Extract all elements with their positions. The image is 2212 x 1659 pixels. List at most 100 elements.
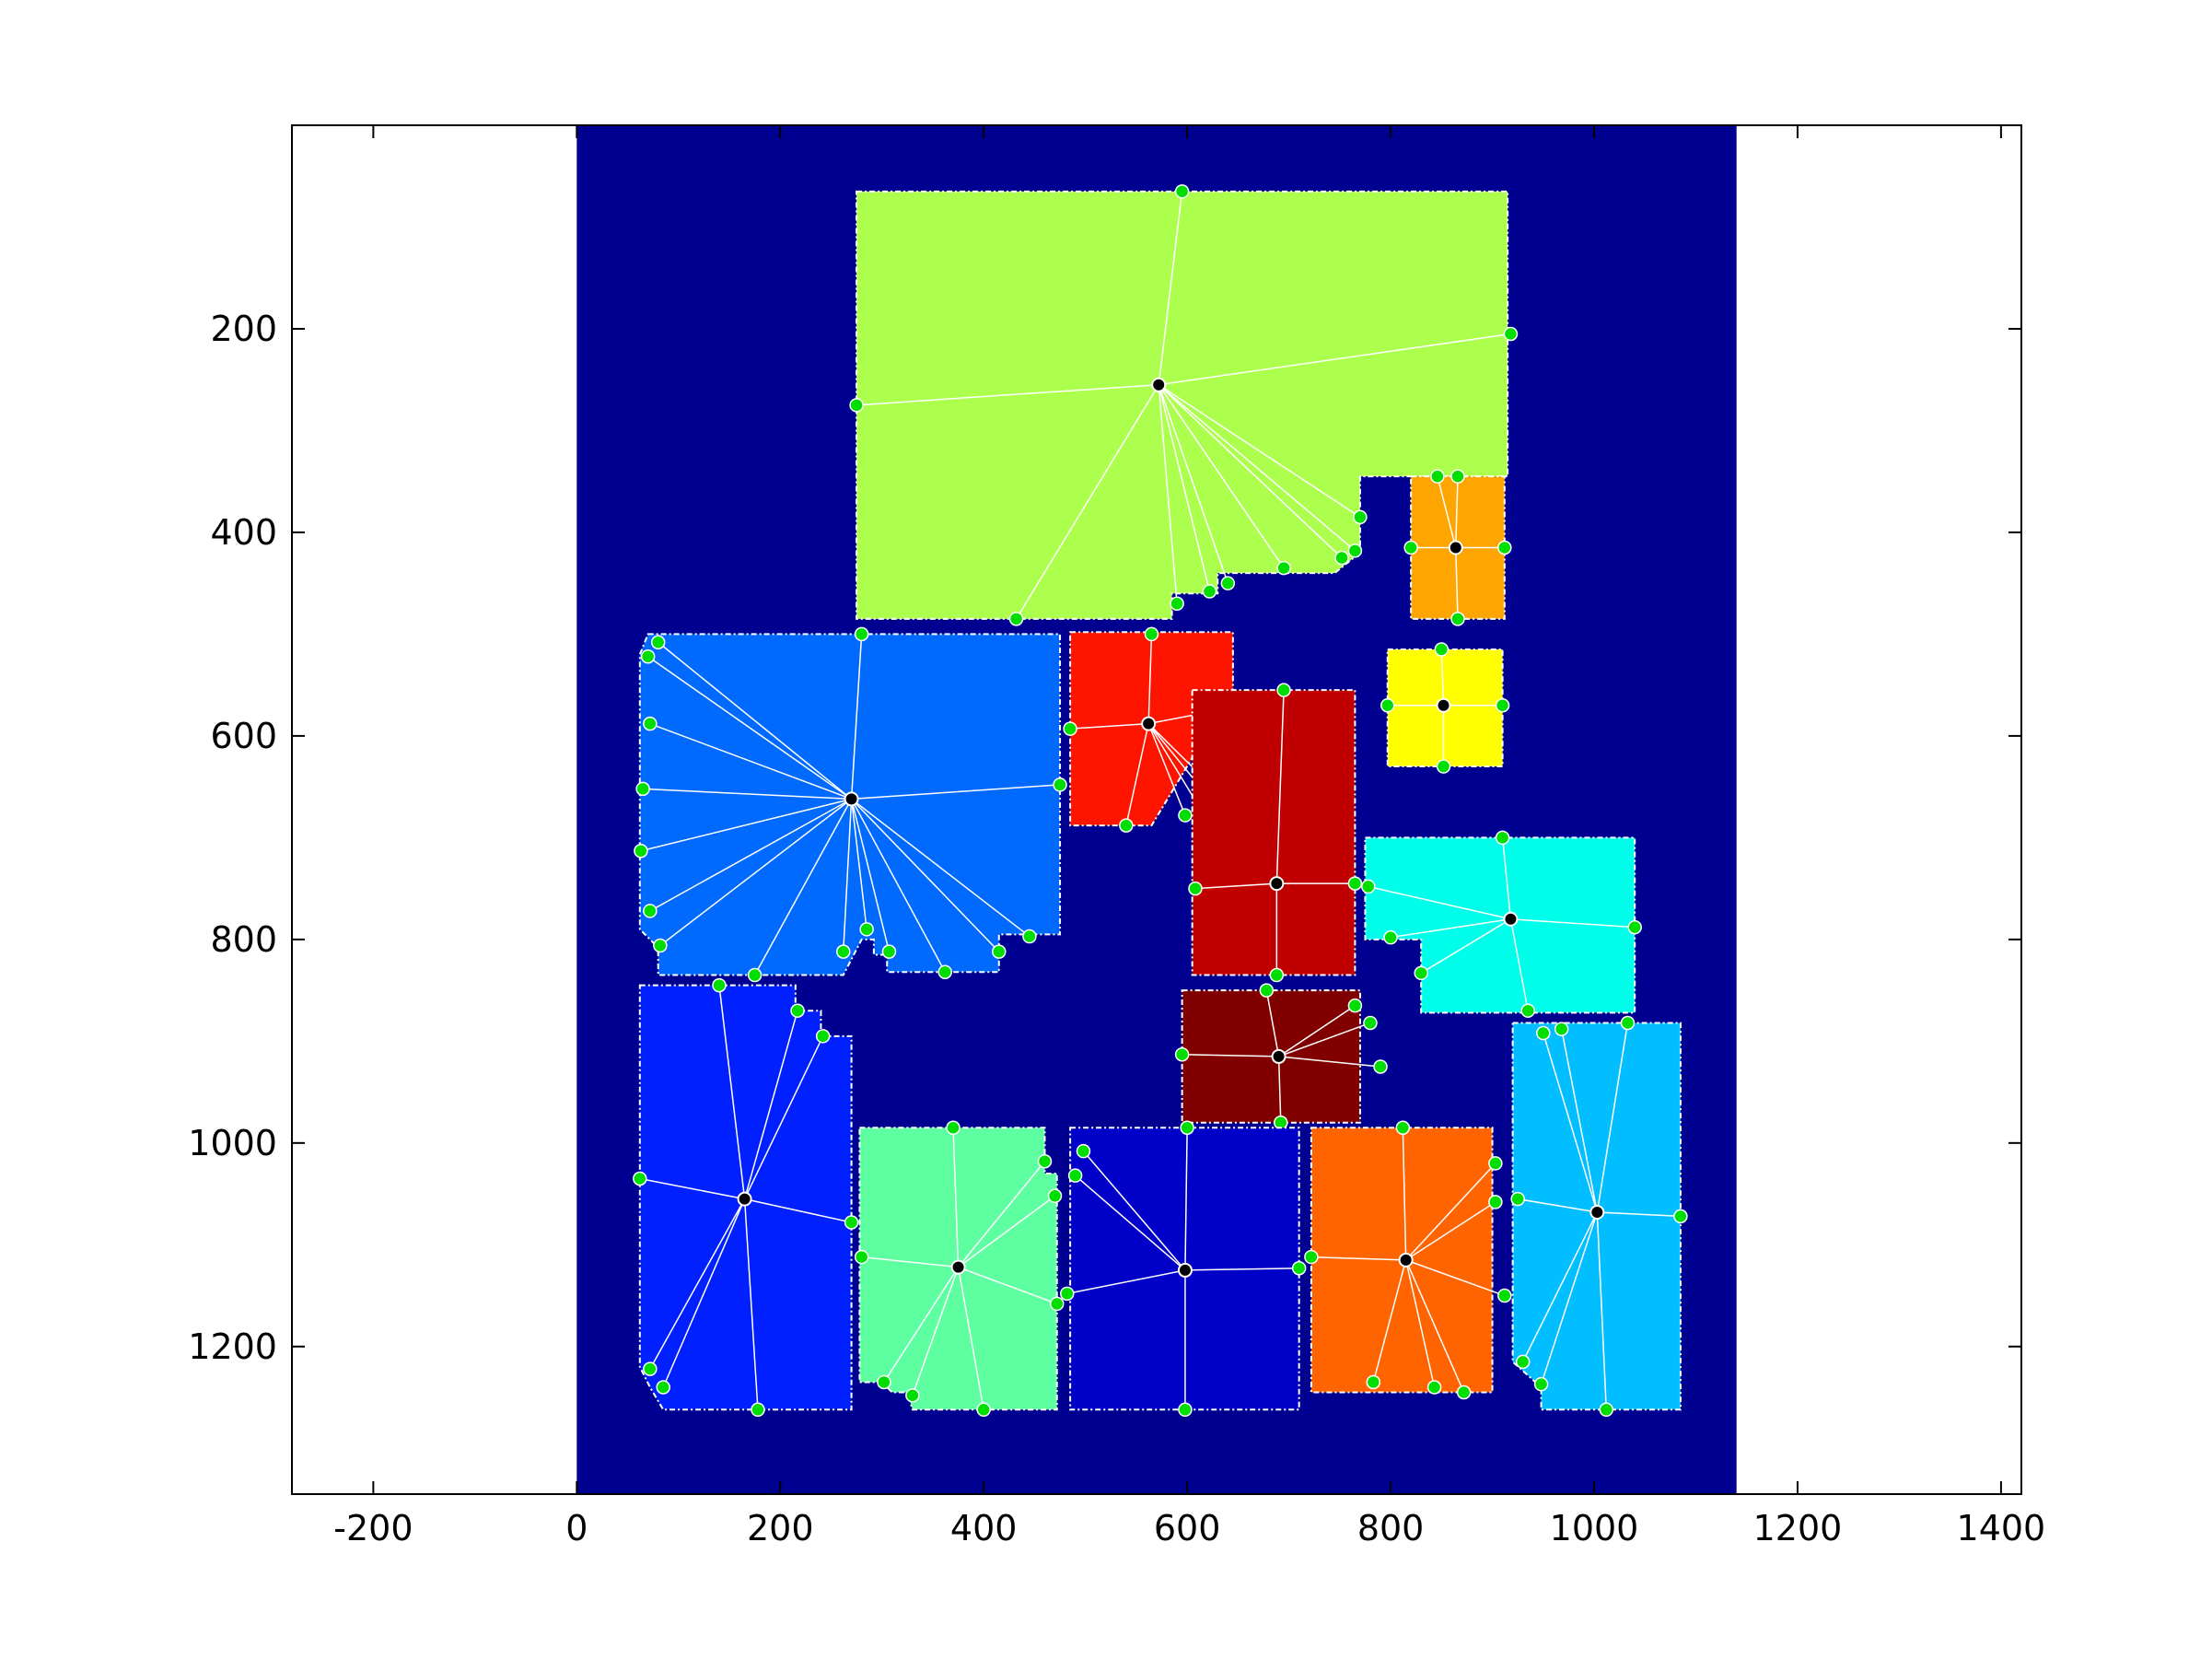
spoke-line [640, 798, 852, 852]
x-tick-label: 1000 [1550, 1508, 1639, 1548]
spoke-line [1368, 885, 1511, 920]
x-tick-label: -200 [333, 1508, 413, 1548]
boundary-point [1488, 1195, 1503, 1209]
spoke-line [1194, 882, 1277, 890]
spoke-line [1522, 1211, 1599, 1362]
boundary-point [937, 964, 952, 979]
spoke-line [850, 634, 863, 800]
centroid-point [1141, 716, 1157, 731]
spoke-line [743, 1198, 759, 1410]
x-tick-label: 600 [1154, 1508, 1221, 1548]
spoke-line [1070, 722, 1149, 730]
region-boundary [856, 190, 1509, 620]
boundary-point [976, 1402, 991, 1418]
spoke-line [850, 799, 891, 952]
spoke-line [1560, 1028, 1599, 1213]
spoke-line [649, 1198, 746, 1370]
x-tick-label: 800 [1357, 1508, 1425, 1548]
spoke-line [958, 1161, 1046, 1268]
spoke-line [883, 1267, 960, 1383]
boundary-point [1269, 967, 1285, 983]
boundary-point [1383, 929, 1398, 945]
boundary-point [1347, 543, 1363, 558]
boundary-point [1220, 576, 1236, 590]
boundary-point [1515, 1354, 1531, 1370]
boundary-point [1180, 1120, 1194, 1136]
spoke-line [1277, 1056, 1282, 1123]
boundary-point [656, 1380, 670, 1395]
spoke-line [1518, 1198, 1598, 1213]
boundary-point [1060, 1286, 1075, 1302]
spoke-line [1372, 1259, 1407, 1383]
boundary-point [859, 922, 874, 937]
centroid-point [737, 1191, 752, 1207]
boundary-point [881, 944, 897, 959]
spoke-line [1158, 384, 1229, 584]
spoke-line [1278, 1005, 1356, 1057]
boundary-point [1188, 881, 1203, 896]
spoke-line [1158, 384, 1211, 592]
boundary-point [643, 716, 658, 731]
boundary-point [634, 843, 648, 859]
centroid-point [1436, 697, 1451, 713]
spoke-line [1596, 1022, 1629, 1213]
boundary-point [1627, 919, 1642, 935]
boundary-point [1361, 879, 1376, 894]
region-darkred [1188, 683, 1363, 983]
boundary-point [1426, 1380, 1442, 1395]
centroid-point [1503, 911, 1519, 927]
region-boundary [1410, 475, 1506, 620]
spoke-line [1158, 384, 1361, 518]
boundary-point [1536, 1025, 1551, 1041]
spoke-line [744, 1198, 852, 1223]
spoke-line [1455, 547, 1459, 619]
boundary-point [849, 398, 864, 413]
boundary-point [1047, 1188, 1063, 1204]
spoke-line [659, 798, 853, 947]
boundary-point [1353, 509, 1368, 525]
spoke-line [851, 784, 1061, 800]
boundary-point [1554, 1022, 1569, 1036]
boundary-point [1347, 998, 1363, 1013]
region-blue [633, 977, 859, 1418]
spoke-line [649, 722, 852, 800]
spoke-line [1405, 1162, 1496, 1261]
region-boundary [1181, 989, 1361, 1124]
spoke-line [1158, 384, 1356, 552]
boundary-point [1450, 612, 1465, 626]
boundary-point [1174, 184, 1190, 199]
boundary-point [1403, 540, 1418, 555]
spoke-line [850, 799, 946, 973]
boundary-point [1450, 469, 1465, 484]
boundary-point [1373, 1059, 1388, 1074]
spoke-line [1147, 634, 1153, 724]
x-tick-label: 0 [565, 1508, 588, 1548]
boundary-point [1414, 965, 1428, 981]
spoke-line [1158, 333, 1511, 386]
spoke-line [1404, 1259, 1465, 1393]
spoke-line [1265, 989, 1280, 1057]
region-orange [1403, 469, 1512, 626]
spoke-line [718, 985, 746, 1199]
spoke-line [1540, 1211, 1599, 1384]
boundary-point [1076, 1143, 1091, 1159]
spoke-line [1509, 918, 1529, 1011]
spoke-line [643, 788, 852, 800]
spoke-line [1596, 1211, 1608, 1410]
spoke-line [958, 1266, 1057, 1305]
region-fill [1192, 690, 1356, 976]
boundary-point [1334, 550, 1349, 566]
boundary-point [643, 904, 658, 918]
spoke-line [1402, 1127, 1407, 1260]
boundary-point [1436, 759, 1451, 774]
boundary-point [854, 1249, 869, 1265]
spoke-line [861, 1256, 959, 1268]
boundary-point [1144, 626, 1159, 642]
spoke-line [1543, 1033, 1599, 1213]
spoke-line [912, 1267, 960, 1396]
spoke-line [1310, 1256, 1406, 1261]
spoke-line [647, 656, 853, 800]
boundary-point [1599, 1402, 1614, 1418]
y-tick-label: 400 [210, 512, 277, 553]
